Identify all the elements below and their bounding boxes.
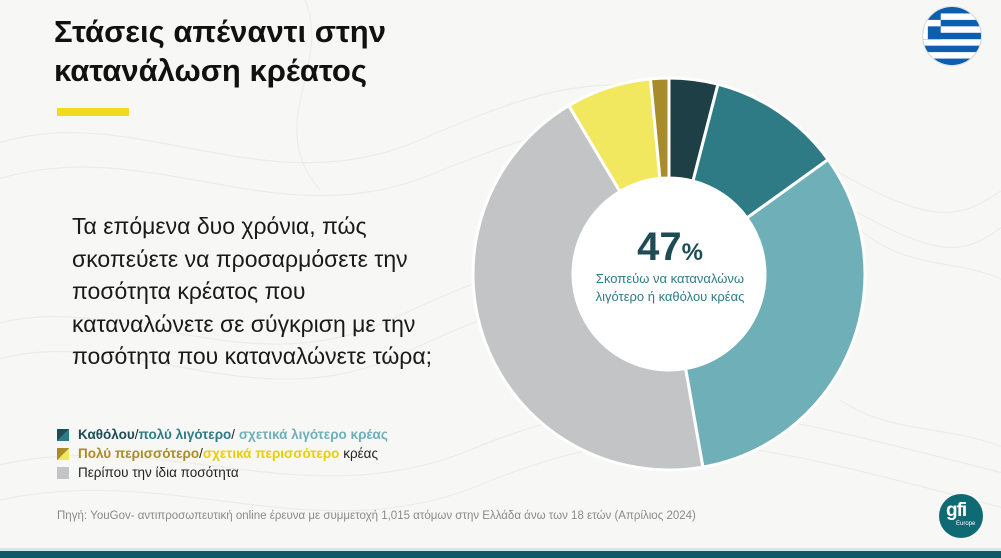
legend-label-much-less: πολύ λιγότερο — [138, 427, 232, 442]
legend-label-none: Καθόλου — [78, 427, 135, 442]
legend-swatch-yellow — [57, 447, 69, 460]
gfi-europe-logo: gfi Europe — [939, 494, 983, 538]
logo-subtext: Europe — [956, 521, 976, 527]
bottom-band — [0, 548, 1001, 558]
center-value: 47 — [637, 225, 682, 269]
legend-separator: / — [199, 446, 203, 461]
legend-label-much-more: Πολύ περισσότερο — [78, 446, 200, 461]
center-unit: % — [681, 239, 703, 266]
legend-label-meat: κρέας — [339, 446, 378, 461]
center-percentage: 47% — [600, 225, 740, 270]
legend-separator: / — [231, 427, 239, 442]
legend-label-somewhat-less: σχετικά λιγότερο κρέας — [238, 427, 388, 442]
center-label: Σκοπεύω να καταναλώνω λιγότερο ή καθόλου… — [595, 271, 745, 304]
legend-separator: / — [134, 427, 139, 442]
legend-label-somewhat-more: σχετικά περισσότερο — [202, 446, 340, 461]
legend: Καθόλου / πολύ λιγότερο / σχετικά λιγότερο … — [57, 425, 388, 482]
page-title: Στάσεις απέναντι στην κατανάλωση κρέατος — [54, 14, 386, 88]
legend-item-same: Περίπου την ίδια ποσότητα — [57, 463, 388, 482]
donut-hole — [573, 178, 765, 370]
legend-item-more: Πολύ περισσότερο / σχετικά περισσότερο κρέ… — [57, 444, 388, 463]
legend-swatch-teal — [57, 428, 69, 441]
legend-item-less: Καθόλου / πολύ λιγότερο / σχετικά λιγότερο … — [57, 425, 388, 444]
greece-flag-icon — [923, 7, 981, 65]
legend-swatch-grey — [57, 466, 69, 479]
logo-text: gfi — [946, 500, 967, 521]
accent-bar — [57, 108, 129, 116]
legend-label-same: Περίπου την ίδια ποσότητα — [78, 465, 239, 480]
source-note: Πηγή: YouGov- αντιπροσωπευτική online έρ… — [57, 510, 696, 522]
survey-question: Τα επόμενα δυο χρόνια, πώς σκοπεύετε να … — [72, 213, 433, 369]
